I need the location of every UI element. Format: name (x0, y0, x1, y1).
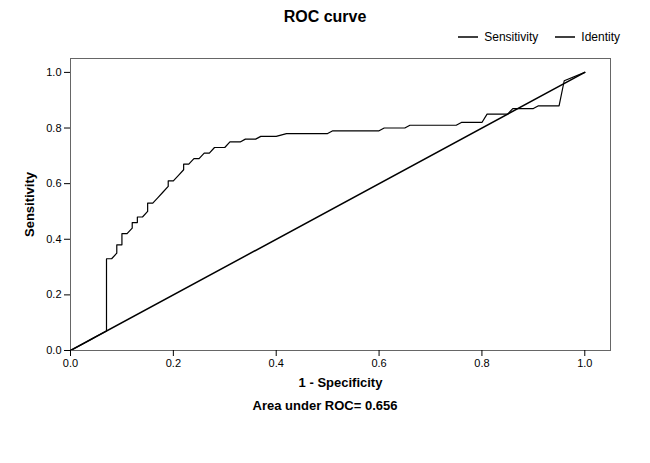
svg-text:0.8: 0.8 (46, 122, 61, 134)
html-text:Sensitivity: Sensitivity (484, 30, 539, 44)
svg-text:0.0: 0.0 (46, 344, 61, 356)
svg-text:1 - Specificity: 1 - Specificity (299, 375, 384, 390)
svg-text:1.0: 1.0 (577, 357, 592, 369)
html-text:ROC curve: ROC curve (283, 8, 367, 25)
html-text:Identity: Identity (581, 30, 620, 44)
svg-text:0.4: 0.4 (269, 357, 284, 369)
svg-text:0.2: 0.2 (46, 288, 61, 300)
svg-text:0.4: 0.4 (46, 233, 61, 245)
html-text:Area under ROC= 0.656: Area under ROC= 0.656 (252, 398, 398, 413)
svg-text:0.0: 0.0 (63, 357, 78, 369)
svg-text:0.8: 0.8 (474, 357, 489, 369)
svg-text:0.6: 0.6 (46, 177, 61, 189)
svg-text:1.0: 1.0 (46, 66, 61, 78)
svg-text:0.6: 0.6 (371, 357, 386, 369)
svg-text:Sensitivity: Sensitivity (22, 171, 37, 237)
svg-text:0.2: 0.2 (166, 357, 181, 369)
